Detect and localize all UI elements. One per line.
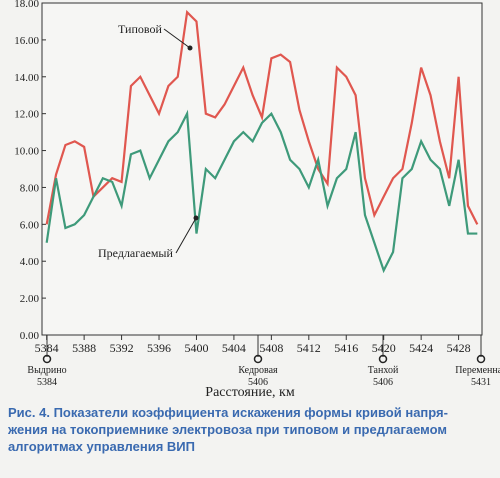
series-line xyxy=(45,109,478,274)
x-tick-label: 5396 xyxy=(147,341,171,355)
x-tick-label: 5404 xyxy=(222,341,246,355)
x-tick-label: 5400 xyxy=(184,341,208,355)
y-tick-label: 18.00 xyxy=(14,0,39,10)
x-tick-label: 5424 xyxy=(409,341,433,355)
y-tick-label: 14.00 xyxy=(14,72,39,84)
leader-line xyxy=(163,28,191,49)
station-km: 5406 xyxy=(248,377,268,388)
station-name: Кедровая xyxy=(238,365,278,376)
y-tick-label: 8.00 xyxy=(20,182,40,194)
y-tick-label: 10.00 xyxy=(14,146,39,158)
y-tick-label: 4.00 xyxy=(20,256,40,268)
station-km: 5384 xyxy=(37,377,57,388)
x-tick-label: 5416 xyxy=(334,341,358,355)
station-icon xyxy=(42,354,52,364)
station-name: Переменная xyxy=(455,365,500,376)
x-tick-label: 5392 xyxy=(110,341,134,355)
y-tick-label: 2.00 xyxy=(20,293,40,305)
caption-line: алгоритмах управления ВИП xyxy=(8,439,195,454)
y-tick-label: 16.00 xyxy=(14,35,39,47)
y-tick-label: 12.00 xyxy=(14,109,39,121)
x-tick-label: 5388 xyxy=(72,341,96,355)
station-icon xyxy=(378,354,388,364)
x-tick-label: 5428 xyxy=(447,341,471,355)
series-line xyxy=(45,9,479,225)
caption-line: жения на токоприемнике электровоза при т… xyxy=(7,422,447,437)
station-icon xyxy=(253,354,263,364)
series-label: Предлагаемый xyxy=(98,246,173,260)
station-name: Танхой xyxy=(368,365,399,376)
x-tick-label: 5408 xyxy=(259,341,283,355)
station-km: 5431 xyxy=(471,377,491,388)
plot-frame xyxy=(41,2,483,336)
station-icon xyxy=(476,354,486,364)
y-tick-label: 0.00 xyxy=(20,330,40,342)
caption-line: Рис. 4. Показатели коэффициента искажени… xyxy=(8,405,448,420)
station-km: 5406 xyxy=(373,377,393,388)
leader-line xyxy=(175,217,197,254)
series-label: Типовой xyxy=(118,22,162,36)
y-tick-label: 6.00 xyxy=(20,219,40,231)
x-tick-label: 5412 xyxy=(297,341,321,355)
leader-dot xyxy=(187,45,193,51)
leader-dot xyxy=(193,215,199,221)
station-name: Выдрино xyxy=(27,365,66,376)
x-tick-label: 5420 xyxy=(372,341,396,355)
x-axis-title: Расстояние, км xyxy=(205,385,295,400)
